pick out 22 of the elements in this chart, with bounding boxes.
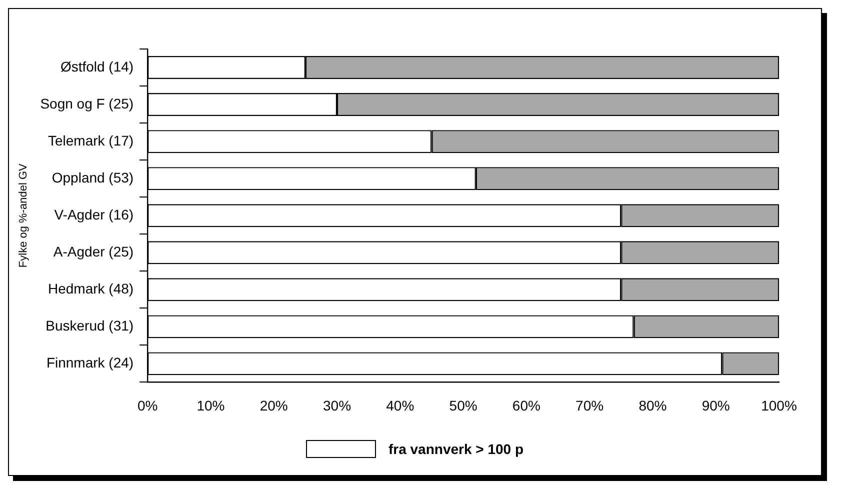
x-tick-label: 50%	[449, 397, 478, 414]
y-tick-label: Finnmark (24)	[46, 354, 134, 371]
x-tick-label: 100%	[761, 397, 797, 414]
y-tick-label: Østfold (14)	[60, 58, 134, 74]
y-tick-label: Sogn og F (25)	[40, 95, 134, 112]
x-tick-label: 90%	[702, 397, 730, 414]
x-tick-label: 60%	[512, 397, 540, 414]
x-tick-label: 0%	[137, 397, 158, 414]
x-tick-label: 30%	[322, 397, 352, 414]
x-tick-label: 40%	[386, 397, 414, 414]
text: fra vannverk > 100 p	[388, 441, 524, 457]
y-tick-label: Hedmark (48)	[48, 280, 134, 297]
y-tick-label: Oppland (53)	[52, 169, 134, 186]
x-tick-label: 10%	[196, 397, 225, 414]
y-tick-label: V-Agder (16)	[54, 206, 134, 222]
y-tick-label: A-Agder (25)	[53, 243, 134, 260]
y-axis-title: Fylke og %-andel GV	[18, 162, 30, 268]
y-tick-label: Telemark (17)	[48, 132, 134, 148]
x-tick-label: 70%	[576, 397, 604, 414]
x-tick-label: 80%	[638, 397, 667, 414]
x-tick-label: 20%	[260, 397, 288, 414]
y-tick-label: Buskerud (31)	[46, 318, 134, 334]
